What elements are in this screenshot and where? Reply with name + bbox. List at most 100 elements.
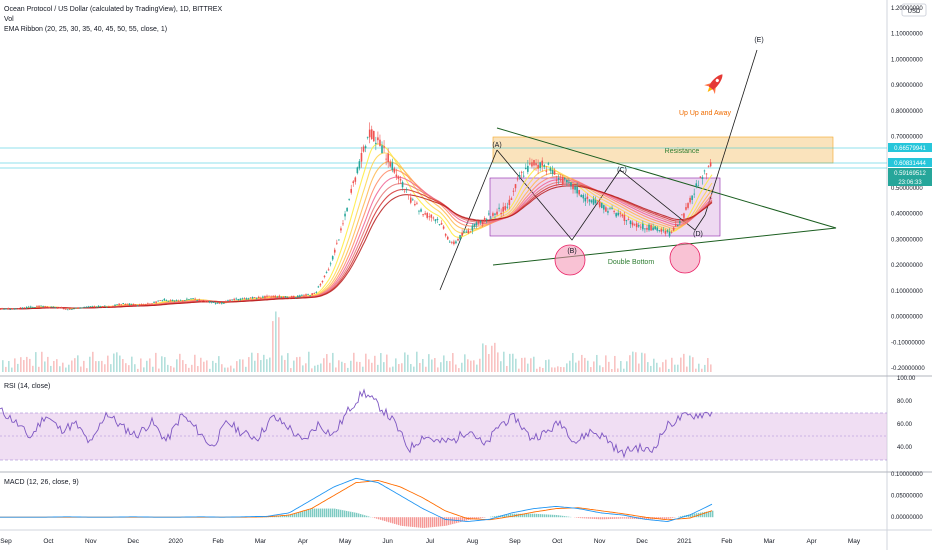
rsi-line xyxy=(0,388,713,459)
volume-bar xyxy=(98,361,100,372)
macd-histogram-bar xyxy=(294,513,296,518)
volume-bar xyxy=(185,363,187,372)
price-tick-label: 1.00000000 xyxy=(891,57,923,63)
candle-body xyxy=(543,165,546,167)
volume-bar xyxy=(710,364,712,372)
volume-bar xyxy=(203,361,205,372)
candle-body xyxy=(290,295,293,298)
candle-body xyxy=(438,224,441,225)
candle-body xyxy=(416,202,418,204)
candle-body xyxy=(426,213,428,218)
candle-body xyxy=(272,295,274,297)
candle-body xyxy=(124,304,127,305)
macd-histogram-bar xyxy=(418,517,420,528)
candle-body xyxy=(5,308,7,310)
candle-body xyxy=(25,306,28,309)
macd-histogram-bar xyxy=(682,515,684,518)
candle-body xyxy=(21,307,24,309)
candle-body xyxy=(430,214,433,218)
volume-bar xyxy=(479,358,481,372)
candle-body xyxy=(559,179,562,181)
macd-histogram-bar xyxy=(628,517,630,519)
macd-histogram-bar xyxy=(616,517,618,519)
volume-bar xyxy=(251,352,253,372)
volume-bar xyxy=(197,366,199,372)
macd-histogram-bar xyxy=(272,516,274,518)
macd-histogram-bar xyxy=(316,508,318,518)
candle-body xyxy=(73,308,75,310)
macd-histogram-bar xyxy=(560,515,562,518)
price-tag-2-text: 0.60831444 xyxy=(894,161,926,167)
candle-body xyxy=(370,129,373,140)
candle-body xyxy=(190,298,192,300)
volume-bar xyxy=(464,354,466,372)
volume-bar xyxy=(47,356,49,372)
candle-body xyxy=(11,308,14,310)
candle-body xyxy=(619,213,622,215)
candle-body xyxy=(561,177,564,185)
macd-histogram-bar xyxy=(280,515,282,518)
candle-body xyxy=(448,241,451,243)
macd-histogram-bar xyxy=(412,517,414,527)
macd-histogram-bar xyxy=(368,516,370,518)
up-up-away-label: Up Up and Away xyxy=(679,110,732,117)
volume-bar xyxy=(659,367,661,372)
macd-histogram-bar xyxy=(706,511,708,518)
candle-body xyxy=(635,223,638,228)
volume-bar xyxy=(602,367,604,372)
candle-body xyxy=(695,183,698,187)
candle-body xyxy=(446,236,449,240)
macd-histogram-bar xyxy=(300,511,302,518)
candle-body xyxy=(405,189,408,191)
candle-body xyxy=(305,294,307,296)
candle-body xyxy=(149,303,151,305)
volume-bar xyxy=(65,367,67,372)
candle-body xyxy=(336,242,338,244)
candle-body xyxy=(689,197,691,203)
currency-badge[interactable]: USD xyxy=(901,3,927,17)
candle-body xyxy=(527,165,529,172)
macd-histogram-bar xyxy=(604,517,606,520)
macd-main-line xyxy=(0,477,713,522)
candle-body xyxy=(184,300,186,302)
volume-bar xyxy=(158,368,160,372)
candle-body xyxy=(364,146,367,149)
ema-label: EMA Ribbon (20, 25, 30, 35, 40, 45, 50, … xyxy=(4,26,167,33)
ema-ribbon-line xyxy=(0,185,713,310)
price-tag-3-text: 0.59169512 xyxy=(894,171,926,177)
price-tick-label: 0.50000000 xyxy=(891,186,923,192)
candle-body xyxy=(329,263,332,265)
volume-bar xyxy=(608,361,610,372)
macd-histogram-bar xyxy=(608,517,610,520)
candle-body xyxy=(518,175,521,178)
candle-body xyxy=(664,230,667,234)
macd-histogram-bar xyxy=(328,508,330,518)
price-tag-1: 0.66579941 xyxy=(888,143,932,152)
candle-body xyxy=(338,239,340,241)
volume-bar xyxy=(254,360,256,372)
macd-histogram-bar xyxy=(404,517,406,527)
candle-body xyxy=(179,300,182,302)
volume-bar xyxy=(161,356,163,372)
macd-histogram-bar xyxy=(286,515,288,518)
macd-histogram-bar xyxy=(474,517,476,520)
macd-histogram-bar xyxy=(626,517,628,519)
volume-bar xyxy=(371,362,373,372)
volume-bar xyxy=(635,352,637,372)
triangle-pattern xyxy=(492,127,837,266)
macd-histogram-bar xyxy=(614,517,616,519)
candle-body xyxy=(436,218,439,221)
candle-body xyxy=(71,309,73,310)
candle-body xyxy=(282,297,285,298)
volume-bar xyxy=(323,358,325,372)
candle-body xyxy=(424,213,426,215)
time-tick-label: Mar xyxy=(764,538,776,545)
time-tick-label: Apr xyxy=(807,538,818,545)
price-tick-label: 0.00000000 xyxy=(891,315,923,321)
candle-body xyxy=(582,195,585,199)
candle-body xyxy=(101,306,104,307)
candle-body xyxy=(492,213,494,216)
candle-body xyxy=(255,297,258,299)
candle-body xyxy=(46,306,49,308)
